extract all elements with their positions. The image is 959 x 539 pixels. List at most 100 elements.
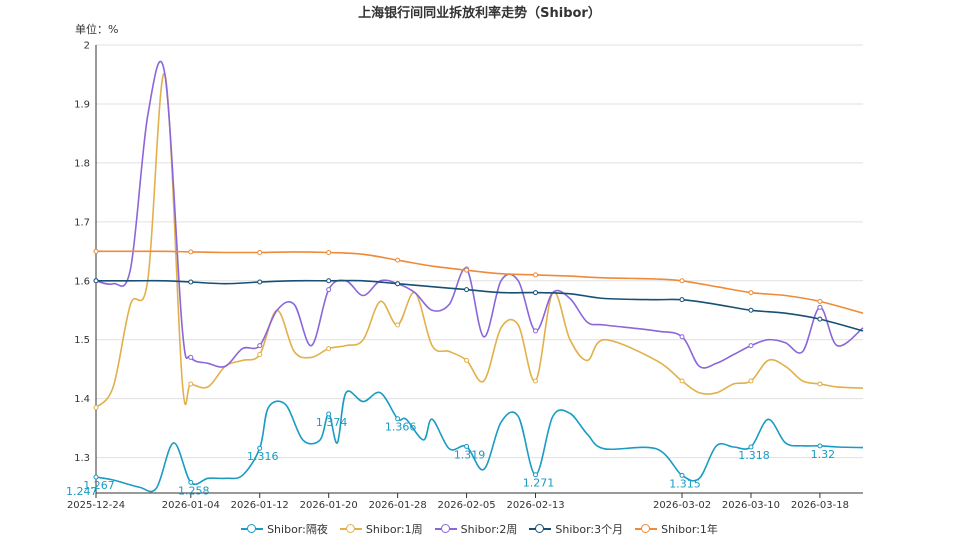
data-point [817,316,823,322]
data-point [395,416,401,422]
chart-title: 上海银行间同业拆放利率走势（Shibor） [358,6,601,21]
legend-item[interactable]: Shibor:1年 [635,521,718,537]
grid-lines [96,44,863,459]
data-point [257,351,263,357]
legend-marker-icon [529,524,552,534]
series-line [95,390,864,493]
legend-item[interactable]: Shibor:隔夜 [241,521,328,537]
data-label: 1.247 [66,485,98,498]
unit-label: 单位：% [75,23,119,36]
data-point [817,298,823,304]
data-point [533,378,539,384]
series-line [95,60,864,369]
series-line [95,72,864,409]
legend-label: Shibor:1年 [661,523,718,536]
data-label: 1.258 [178,484,210,497]
y-tick-labels: 1.3 1.4 1.5 1.6 1.7 1.8 1.9 2 [74,41,90,465]
y-tick-label: 1.4 [74,394,90,405]
data-label: 1.319 [454,448,486,461]
legend-label: Shibor:隔夜 [267,523,328,536]
data-point [93,278,99,284]
data-label: 1.318 [738,449,770,462]
data-point [533,272,539,278]
data-point [464,357,470,363]
data-point [748,307,754,313]
x-tick-label: 2026-01-28 [369,500,427,511]
data-point [257,249,263,255]
data-point [395,281,401,287]
data-point [326,346,332,352]
data-point [326,278,332,284]
legend: Shibor:隔夜 Shibor:1周 Shibor:2周 Shibor:3个月 Shi… [0,521,959,537]
data-point [748,290,754,296]
data-point [93,248,99,254]
legend-marker-icon [241,524,264,534]
y-tick-label: 1.5 [74,335,90,346]
data-point [93,474,99,480]
data-point [748,444,754,450]
y-tick-label: 1.7 [74,217,90,228]
x-tick-label: 2026-03-10 [722,500,780,511]
y-tick-label: 1.3 [74,453,90,464]
data-label: 1.267 [83,479,115,492]
data-point [257,279,263,285]
data-point [817,304,823,310]
data-point [533,472,539,478]
y-tick-label: 1.8 [74,158,90,169]
x-tick-label: 2025-12-24 [67,500,125,511]
data-point [326,411,332,417]
data-point [748,343,754,349]
data-point [464,287,470,293]
x-tick-labels: 2025-12-24 2026-01-04 2026-01-12 2026-01-20… [67,500,849,511]
data-point [257,343,263,349]
legend-marker-icon [339,524,362,534]
series-lines [95,60,864,493]
data-point [533,290,539,296]
legend-label: Shibor:3个月 [555,523,624,536]
x-tick-label: 2026-03-18 [791,500,849,511]
data-point [679,378,685,384]
data-point [748,378,754,384]
data-point [817,443,823,449]
data-point [533,328,539,334]
data-point [188,479,194,485]
data-point [188,249,194,255]
data-label: 1.315 [669,477,701,490]
x-tick-label: 2026-01-12 [231,500,289,511]
data-point [188,279,194,285]
data-point [93,405,99,411]
data-point [326,249,332,255]
data-point [464,443,470,449]
y-tick-label: 1.6 [74,276,90,287]
data-point [464,267,470,273]
data-label: 1.316 [247,450,279,463]
data-label: 1.374 [316,416,348,429]
data-label: 1.271 [523,477,555,490]
x-tick-label: 2026-01-20 [300,500,358,511]
legend-label: Shibor:1周 [365,523,423,536]
data-point [679,278,685,284]
data-point [679,334,685,340]
legend-marker-icon [635,524,658,534]
axes [95,45,863,498]
y-tick-label: 2 [84,41,90,52]
data-point [257,445,263,451]
legend-item[interactable]: Shibor:1周 [339,521,423,537]
data-point [395,322,401,328]
data-point [817,381,823,387]
legend-label: Shibor:2周 [460,523,518,536]
series-line [95,250,864,314]
x-tick-label: 2026-02-05 [438,500,496,511]
data-labels: 1.267 1.258 1.316 1.374 1.366 1.319 1.271 1.315… [66,416,835,498]
x-tick-label: 2026-01-04 [162,500,220,511]
series-points [93,248,823,485]
x-tick-label: 2026-02-13 [506,500,564,511]
data-point [679,297,685,303]
data-point [395,257,401,263]
legend-item[interactable]: Shibor:3个月 [529,521,623,537]
legend-item[interactable]: Shibor:2周 [434,521,518,537]
y-tick-label: 1.9 [74,99,90,110]
data-label: 1.32 [811,448,836,461]
data-point [188,354,194,360]
